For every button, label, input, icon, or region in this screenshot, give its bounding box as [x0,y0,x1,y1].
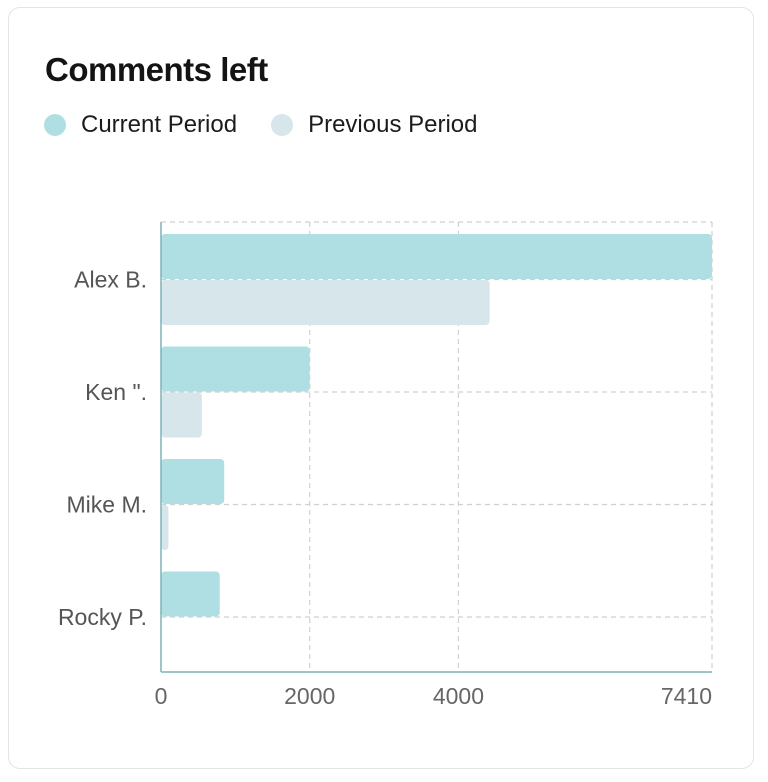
legend-swatch-current [44,114,66,136]
bar-current-1[interactable] [161,346,310,392]
x-tick-label-2: 4000 [433,683,484,709]
bar-previous-0[interactable] [161,280,490,325]
legend-item-previous[interactable]: Previous Period [271,111,478,139]
chart-card [8,7,754,769]
category-label-1: Ken ". [85,379,147,405]
bar-current-2[interactable] [161,459,225,504]
category-label-3: Rocky P. [58,604,147,630]
x-tick-label-0: 0 [155,683,168,709]
chart-title: Comments left [45,51,268,88]
category-label-2: Mike M. [67,492,148,518]
bar-previous-1[interactable] [161,392,202,438]
bar-current-3[interactable] [161,571,220,617]
x-tick-label-1: 2000 [284,683,335,709]
bar-previous-2[interactable] [161,505,169,550]
category-label-0: Alex B. [74,267,147,293]
legend-label-previous: Previous Period [308,111,478,138]
legend-swatch-previous [271,114,294,136]
legend-label-current: Current Period [81,111,238,138]
bar-current-0[interactable] [161,234,712,279]
chart-legend: Current Period Previous Period [44,110,512,140]
legend-item-current[interactable]: Current Period [44,111,237,139]
x-tick-label-3: 7410 [661,683,712,709]
